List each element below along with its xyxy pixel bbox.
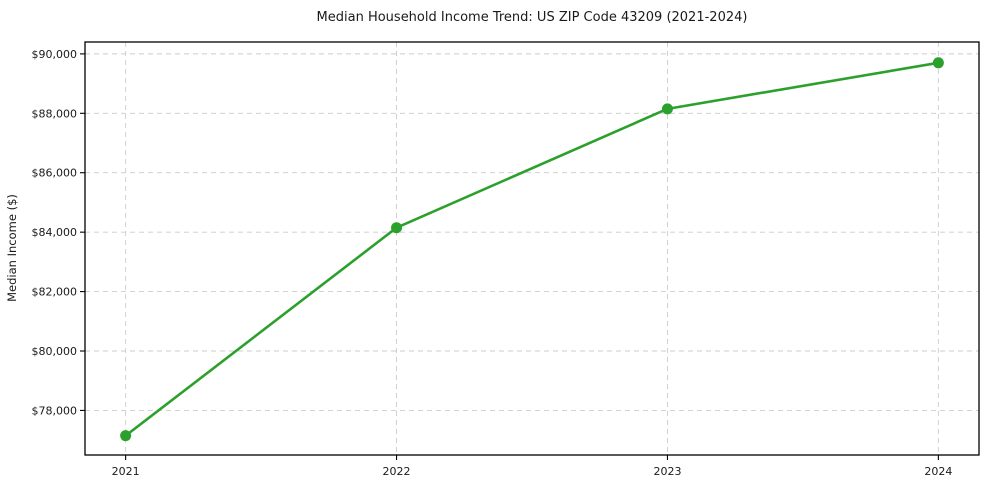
x-tick-label: 2024 xyxy=(924,465,952,478)
y-axis-label: Median Income ($) xyxy=(5,194,19,302)
series-layer xyxy=(120,57,944,442)
data-point-2023 xyxy=(661,103,673,115)
y-tick-label: $86,000 xyxy=(32,167,78,180)
y-tick-label: $78,000 xyxy=(32,404,78,417)
plot-frame xyxy=(84,41,980,456)
x-tick-label: 2023 xyxy=(653,465,681,478)
y-tick-label: $82,000 xyxy=(32,286,78,299)
data-point-2022 xyxy=(391,222,403,234)
data-point-2024 xyxy=(932,57,944,69)
y-tick-label: $80,000 xyxy=(32,345,78,358)
grid-layer xyxy=(85,42,979,455)
x-tick-label: 2021 xyxy=(112,465,140,478)
income-trend-line xyxy=(124,61,940,437)
y-tick-label: $88,000 xyxy=(32,107,78,120)
data-point-2021 xyxy=(120,430,132,442)
axis-layer: $78,000 $80,000 $82,000 $84,000 $86,000 $88,0… xyxy=(32,41,980,478)
x-tick-label: 2022 xyxy=(383,465,411,478)
y-tick-label: $90,000 xyxy=(32,48,78,61)
y-tick-label: $84,000 xyxy=(32,226,78,239)
chart-title: Median Household Income Trend: US ZIP Co… xyxy=(317,10,748,25)
